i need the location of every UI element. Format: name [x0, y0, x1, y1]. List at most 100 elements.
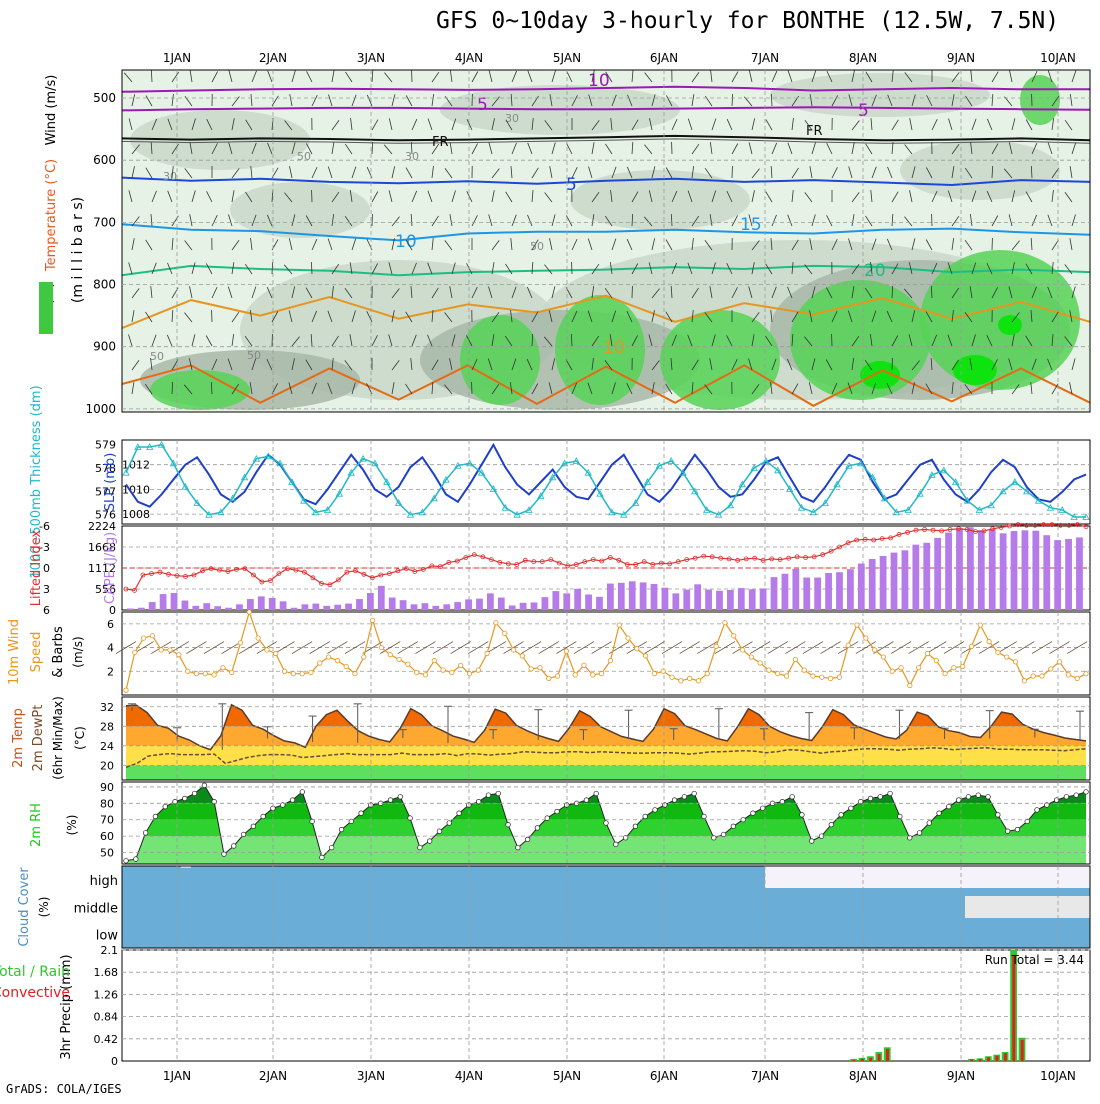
cape-bar — [389, 598, 396, 610]
temp-units-label: (°C) — [73, 726, 87, 750]
cape-bar — [1054, 540, 1061, 610]
rh-marker — [231, 844, 236, 849]
precip-tick-label: 0 — [111, 1055, 118, 1068]
cape-bar — [1032, 531, 1039, 610]
cape-bar — [749, 589, 756, 610]
rh-marker — [359, 811, 364, 816]
rh-marker — [702, 814, 707, 819]
cape-bar — [432, 606, 439, 610]
cape-bar — [629, 581, 636, 610]
cape-bar — [891, 553, 898, 610]
precip-convective-bar — [1004, 1053, 1007, 1061]
cape-bar — [291, 608, 298, 610]
rh-area-19 — [953, 355, 997, 385]
rh-area-12 — [555, 295, 645, 405]
wind-speed-marker — [256, 636, 260, 640]
cloud-layer-label: low — [96, 929, 119, 944]
rh-marker — [937, 811, 942, 816]
cape-bar — [967, 527, 974, 610]
cape-bar — [858, 564, 865, 610]
rh-band-0 — [122, 836, 1090, 864]
cape-bar — [323, 606, 330, 610]
wind-speed-marker — [370, 618, 374, 622]
wind-speed-marker — [732, 634, 736, 638]
cape-bar — [771, 577, 778, 610]
wind-speed-marker — [1057, 660, 1061, 664]
rh-marker — [182, 796, 187, 801]
rh-marker — [751, 811, 756, 816]
wind-speed-marker — [150, 634, 154, 638]
wind-speed-marker — [247, 610, 251, 614]
rh-marker — [692, 791, 697, 796]
wind-axis-label-1: 10m Wind — [7, 619, 22, 685]
precip-legend-total: Total / Rain — [0, 964, 70, 980]
wind-barb-10m — [803, 642, 823, 654]
cape-bar — [825, 573, 832, 610]
wind-speed-marker — [679, 679, 683, 683]
cape-bar — [978, 530, 985, 610]
cape-bar — [171, 593, 178, 610]
cloud-clear-high-late — [765, 866, 1090, 888]
wind-speed-marker — [828, 676, 832, 680]
precip-convective-bar — [970, 1059, 973, 1061]
rh-marker — [339, 827, 344, 832]
rh-marker — [525, 837, 530, 842]
cloud-layer-label: middle — [74, 901, 118, 916]
cape-bar — [269, 598, 276, 610]
precip-convective-bar — [852, 1060, 855, 1061]
date-label-bottom: 4JAN — [455, 1069, 483, 1083]
cape-bar — [934, 538, 941, 610]
contour-label: 15 — [740, 215, 762, 235]
wind-barb-10m — [768, 642, 788, 654]
wind-speed-marker — [705, 671, 709, 675]
wind-speed-marker — [758, 661, 762, 665]
cape-bar — [312, 604, 319, 610]
rh-marker — [153, 814, 158, 819]
cape-bar — [563, 593, 570, 610]
wind-speed-marker — [1084, 671, 1088, 675]
chart-title: GFS 0~10day 3-hourly for BONTHE (12.5W, … — [436, 8, 1059, 34]
wind-speed-marker — [916, 666, 920, 670]
temp-tick-label: 28 — [100, 720, 114, 733]
cape-bar — [345, 604, 352, 610]
rh-marker — [633, 824, 638, 829]
cape-bar — [367, 593, 374, 610]
cape-bar — [302, 604, 309, 610]
wind-speed-marker — [212, 673, 216, 677]
date-label-bottom: 1JAN — [163, 1069, 191, 1083]
wind-speed-marker — [635, 647, 639, 651]
wind-speed-marker — [1031, 674, 1035, 678]
wind-speed-marker — [538, 666, 542, 670]
rh-tick-label: 50 — [100, 847, 114, 860]
cape-bar — [182, 601, 189, 610]
rh-marker — [672, 798, 677, 803]
cape-bar — [378, 586, 385, 610]
cape-bar — [1076, 537, 1083, 610]
date-label-top: 10JAN — [1040, 51, 1076, 65]
wind-speed-marker — [793, 657, 797, 661]
date-label-bottom: 5JAN — [553, 1069, 581, 1083]
cape-bar — [683, 590, 690, 610]
cape-bar — [258, 596, 265, 610]
cape-axis-label: CAPE (J/kg) — [103, 532, 118, 604]
wind-speed-marker — [960, 664, 964, 668]
rh-area-17 — [1020, 75, 1060, 125]
cape-bar — [192, 606, 199, 610]
cape-bar — [792, 569, 799, 610]
cape-tick-label: 0 — [109, 604, 116, 617]
wind-speed-marker — [1013, 660, 1017, 664]
temperature-axis-label: Temperature (°C) — [44, 159, 59, 272]
rh-tick-label: 80 — [100, 797, 114, 810]
wind-speed-marker — [643, 654, 647, 658]
contour-label: 50 — [247, 349, 261, 362]
cape-bar — [694, 584, 701, 610]
wind-speed-marker — [397, 657, 401, 661]
pressure-tick-label: 700 — [93, 215, 116, 229]
pressure-tick-label: 900 — [93, 340, 116, 354]
wind-speed-marker — [696, 679, 700, 683]
wind-speed-marker — [749, 655, 753, 659]
wind-speed-marker — [300, 671, 304, 675]
wind-speed-marker — [776, 671, 780, 675]
wind-speed-marker — [978, 623, 982, 627]
